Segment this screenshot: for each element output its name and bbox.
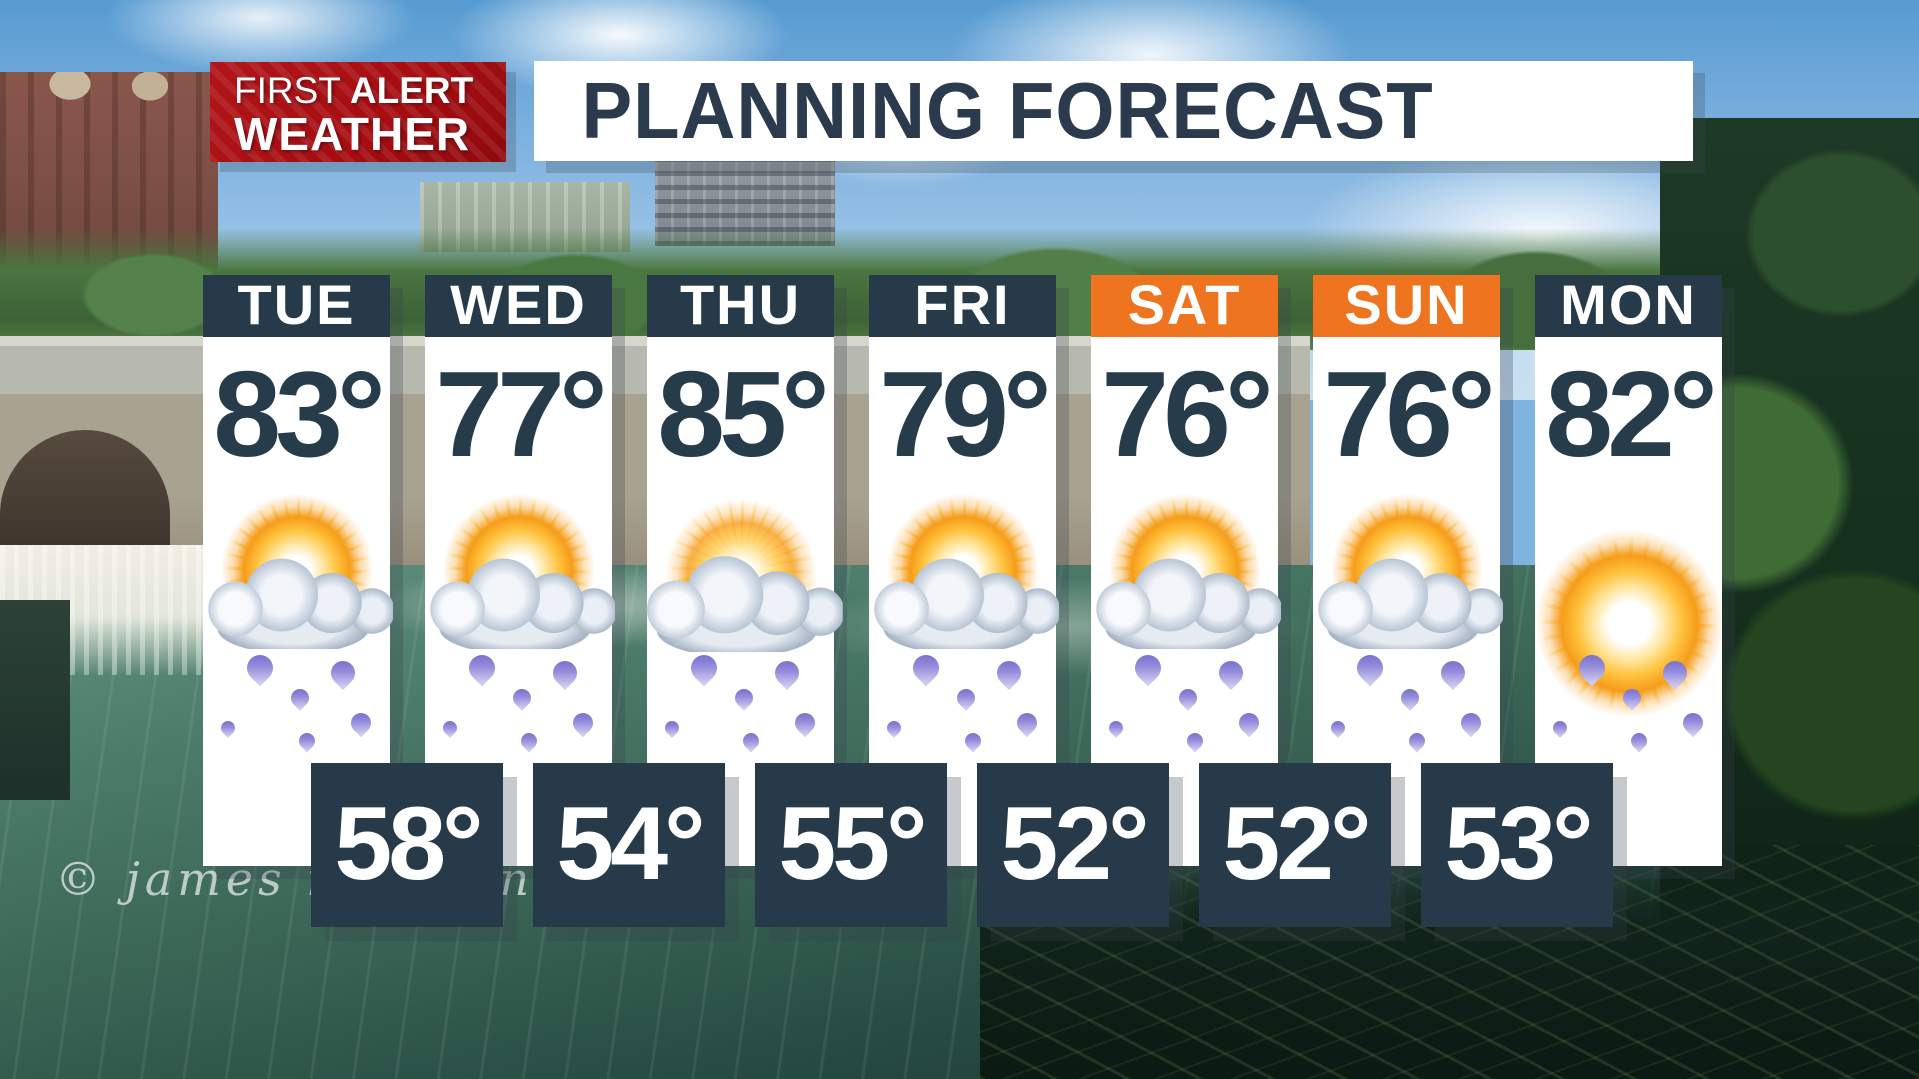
- raindrop: [731, 685, 757, 711]
- raindrop: [1436, 656, 1470, 690]
- raindrop: [1351, 649, 1389, 687]
- day-label: SAT: [1091, 275, 1278, 337]
- low-temp: 52°: [1000, 786, 1149, 902]
- page-title: PLANNING FORECAST: [581, 66, 1434, 155]
- high-temp: 83°: [213, 346, 386, 482]
- low-temp-box: 53°: [1421, 763, 1613, 927]
- forecast-column-mon: MON 82°: [1513, 275, 1744, 866]
- weather-icon-sun-clouds-rain: [1083, 475, 1286, 787]
- raindrop: [953, 685, 979, 711]
- raindrop: [1627, 729, 1651, 753]
- logo-line1: FIRST ALERT: [234, 72, 506, 109]
- cloud-icon: [200, 549, 393, 649]
- low-temp: 55°: [778, 786, 927, 902]
- weather-icon-sun-clouds: [417, 475, 620, 787]
- high-temp: 82°: [1545, 346, 1718, 482]
- weather-icon-sun-clouds-rain: [195, 475, 398, 787]
- low-temp: 52°: [1222, 786, 1371, 902]
- first-alert-weather-logo: FIRST ALERT WEATHER: [210, 62, 506, 162]
- low-temp: 58°: [334, 786, 483, 902]
- raindrop: [548, 656, 582, 690]
- raindrop: [1129, 649, 1167, 687]
- raindrop: [463, 649, 501, 687]
- raindrop: [509, 685, 535, 711]
- day-card: 76°: [1088, 337, 1281, 866]
- day-label: MON: [1535, 275, 1722, 337]
- raindrop: [517, 729, 541, 753]
- cloud-icon: [638, 546, 843, 652]
- raindrop: [790, 708, 820, 738]
- low-temp-box: 52°: [1199, 763, 1391, 927]
- raindrop: [440, 718, 460, 738]
- raindrop: [1658, 656, 1692, 690]
- raindrop: [1573, 649, 1611, 687]
- weather-icon-sun-clouds: [861, 475, 1064, 787]
- raindrop: [884, 718, 904, 738]
- low-temp-box: 58°: [311, 763, 503, 927]
- raindrop: [1234, 708, 1264, 738]
- title-banner: PLANNING FORECAST: [534, 61, 1693, 161]
- raindrop: [685, 649, 723, 687]
- raindrop: [1175, 685, 1201, 711]
- weather-icon-sun-clouds: [1305, 475, 1508, 787]
- raindrop: [961, 729, 985, 753]
- raindrop: [1550, 718, 1570, 738]
- low-temp: 54°: [556, 786, 705, 902]
- weather-icon-clouds-sun: [638, 475, 843, 787]
- day-label: SUN: [1313, 275, 1500, 337]
- logo-word-alert: ALERT: [349, 70, 474, 111]
- raindrop: [992, 656, 1026, 690]
- low-temp-box: 54°: [533, 763, 725, 927]
- raindrop: [287, 685, 313, 711]
- raindrop: [241, 649, 279, 687]
- high-temp: 76°: [1323, 346, 1496, 482]
- weather-icon-sunny: [1513, 487, 1744, 787]
- raindrop: [1405, 729, 1429, 753]
- raindrop: [1183, 729, 1207, 753]
- cloud-icon: [1310, 549, 1503, 649]
- shore: [0, 600, 70, 800]
- raindrop: [1619, 685, 1645, 711]
- day-label: FRI: [869, 275, 1056, 337]
- raindrop: [1012, 708, 1042, 738]
- high-temp: 77°: [435, 346, 608, 482]
- raindrop: [770, 656, 804, 690]
- low-temp: 53°: [1444, 786, 1593, 902]
- cloud-icon: [422, 549, 615, 649]
- raindrop: [1328, 718, 1348, 738]
- raindrop: [1214, 656, 1248, 690]
- cloud-icon: [866, 549, 1059, 649]
- raindrop: [346, 708, 376, 738]
- high-temp: 76°: [1101, 346, 1274, 482]
- raindrop: [1678, 708, 1708, 738]
- raindrop: [907, 649, 945, 687]
- sun-icon: [1536, 531, 1722, 716]
- raindrop: [568, 708, 598, 738]
- raindrop: [739, 729, 763, 753]
- low-temp-box: 52°: [977, 763, 1169, 927]
- raindrop: [326, 656, 360, 690]
- low-temp-box: 55°: [755, 763, 947, 927]
- high-temp: 79°: [879, 346, 1052, 482]
- logo-word-first: FIRST: [234, 70, 341, 111]
- day-card: 82°: [1513, 337, 1744, 866]
- raindrop: [218, 718, 238, 738]
- raindrop: [295, 729, 319, 753]
- forecast-column-sat: SAT 76°: [1088, 275, 1281, 866]
- high-temp: 85°: [657, 346, 830, 482]
- day-label: WED: [425, 275, 612, 337]
- day-label: TUE: [203, 275, 390, 337]
- cloud-icon: [1088, 549, 1281, 649]
- day-label: THU: [647, 275, 834, 337]
- raindrop: [662, 718, 682, 738]
- raindrop: [1106, 718, 1126, 738]
- logo-word-weather: WEATHER: [234, 108, 471, 160]
- raindrop: [1397, 685, 1423, 711]
- raindrop: [1456, 708, 1486, 738]
